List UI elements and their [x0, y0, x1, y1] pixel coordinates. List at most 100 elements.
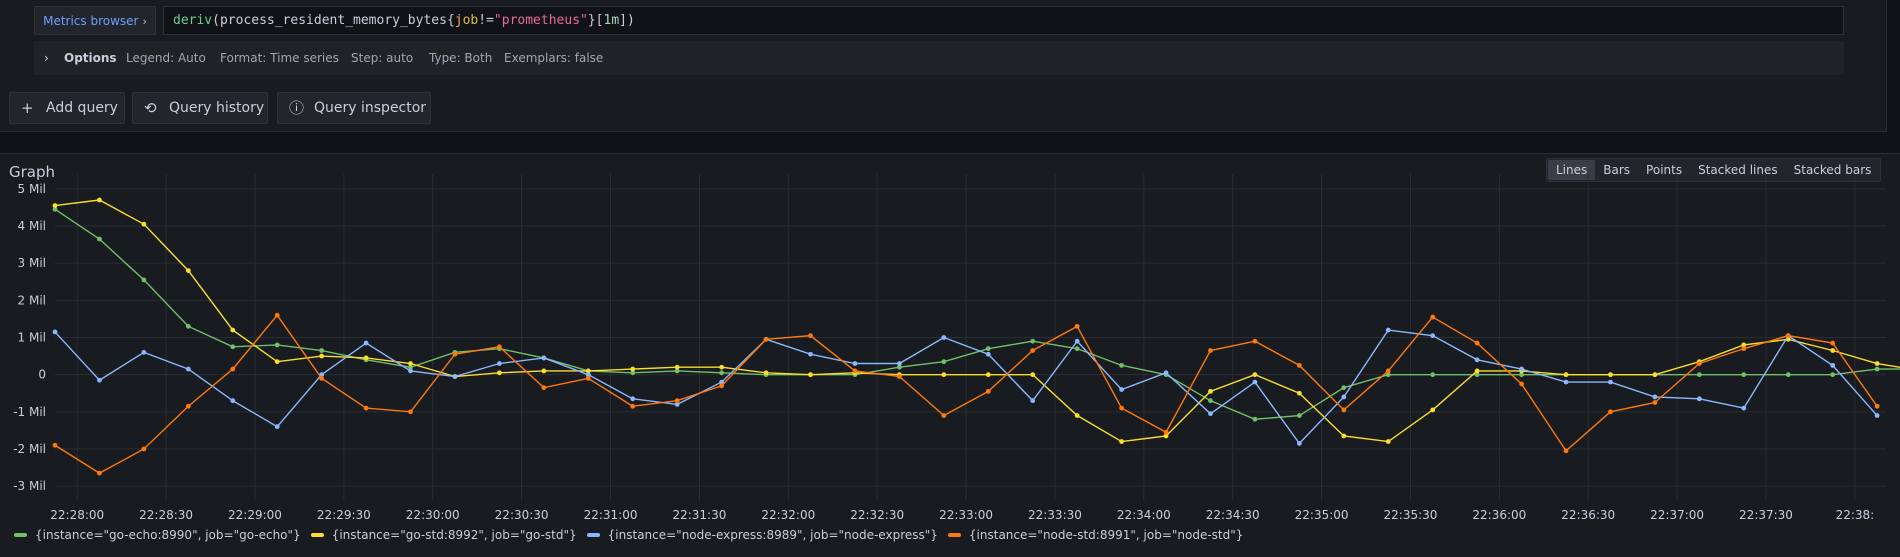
- history-icon: ⟲: [144, 99, 157, 117]
- data-point: [497, 361, 502, 366]
- data-point: [141, 446, 147, 452]
- query-history-button[interactable]: ⟲ Query history: [132, 92, 268, 124]
- y-tick-label: 0: [38, 368, 46, 382]
- data-point: [1163, 429, 1169, 435]
- data-point: [141, 277, 147, 283]
- legend-swatch: [14, 533, 27, 537]
- time-series-chart[interactable]: 5 Mil 4 Mil 3 Mil 2 Mil 1 Mil 0 -1 Mil -2 Mil -3…: [0, 154, 1900, 524]
- data-point: [630, 403, 636, 409]
- legend-swatch: [947, 533, 961, 537]
- data-point: [1652, 394, 1658, 400]
- data-point: [363, 340, 369, 346]
- data-point: [1208, 348, 1213, 353]
- legend-item[interactable]: {instance="go-echo:8990", job="go-echo"}: [14, 528, 301, 542]
- query-inspector-button[interactable]: ⓘ Query inspector: [277, 92, 431, 124]
- data-point: [1296, 390, 1302, 396]
- data-point: [1741, 346, 1747, 352]
- data-point: [1252, 416, 1258, 422]
- x-tick-label: 22:36:00: [1472, 508, 1526, 522]
- add-query-button[interactable]: + Add query: [9, 92, 125, 124]
- data-point: [585, 375, 591, 381]
- query-options-row[interactable]: › Options Legend: Auto Format: Time seri…: [34, 41, 1844, 75]
- query-token: !=: [478, 13, 494, 28]
- query-token: deriv: [173, 13, 213, 28]
- query-input[interactable]: deriv(process_resident_memory_bytes{job!…: [163, 6, 1844, 35]
- data-point: [1741, 405, 1747, 411]
- data-point: [1163, 370, 1169, 376]
- options-title: Options: [64, 51, 117, 65]
- data-point: [1341, 433, 1347, 439]
- data-point: [1830, 340, 1836, 346]
- data-point: [719, 370, 725, 376]
- legend-item[interactable]: {instance="node-express:8989", job="node…: [586, 528, 938, 542]
- view-option-bars[interactable]: Bars: [1603, 163, 1631, 177]
- data-point: [1074, 346, 1080, 352]
- data-point: [985, 372, 991, 378]
- y-tick-label: 3 Mil: [18, 256, 46, 270]
- graph-view-selector: Lines Bars Points Stacked lines Stacked …: [1546, 158, 1882, 182]
- data-point: [230, 366, 236, 372]
- data-point: [1608, 379, 1613, 385]
- data-point: [1741, 372, 1747, 378]
- data-point: [630, 370, 636, 376]
- data-point: [763, 336, 769, 342]
- y-tick-label: 4 Mil: [18, 219, 46, 233]
- data-point: [97, 236, 102, 242]
- legend-item[interactable]: {instance="go-std:8992", job="go-std"}: [310, 528, 577, 542]
- data-point: [1341, 394, 1347, 400]
- data-point: [585, 368, 591, 374]
- data-point: [1741, 342, 1747, 348]
- data-point: [1119, 439, 1125, 444]
- option-legend: Legend: Auto: [126, 51, 206, 65]
- series-line: [54, 329, 1878, 445]
- view-option-stacked-bars[interactable]: Stacked bars: [1793, 163, 1872, 177]
- data-point: [1385, 327, 1391, 333]
- data-point: [1830, 362, 1836, 368]
- x-tick-label: 22:37:30: [1739, 508, 1793, 522]
- data-point: [185, 323, 191, 329]
- data-point: [941, 413, 947, 418]
- data-point: [1119, 387, 1125, 392]
- data-point: [896, 374, 902, 379]
- data-point: [1608, 409, 1613, 415]
- data-point: [1519, 372, 1524, 378]
- data-point: [1652, 372, 1658, 378]
- data-point: [985, 388, 991, 394]
- data-point: [1030, 372, 1036, 378]
- data-point: [141, 221, 147, 227]
- data-point: [319, 353, 325, 359]
- data-point: [1163, 433, 1169, 439]
- x-tick-label: 22:35:30: [1384, 508, 1438, 522]
- data-point: [1830, 348, 1836, 353]
- data-point: [1874, 361, 1880, 366]
- legend-label: {instance="go-echo:8990", job="go-echo"}: [35, 528, 301, 542]
- data-point: [1652, 400, 1658, 405]
- metrics-browser-button[interactable]: Metrics browser ›: [34, 6, 156, 35]
- data-point: [1519, 366, 1524, 372]
- query-token: }[: [587, 13, 604, 28]
- view-option-lines[interactable]: Lines: [1548, 160, 1596, 180]
- data-point: [97, 470, 102, 476]
- data-point: [1341, 407, 1347, 413]
- data-point: [1385, 439, 1391, 444]
- data-point: [719, 379, 725, 385]
- data-point: [497, 344, 502, 350]
- x-tick-label: 22:31:30: [672, 508, 726, 522]
- data-point: [1430, 372, 1436, 378]
- data-point: [1474, 368, 1480, 374]
- data-point: [1296, 441, 1302, 446]
- data-point: [674, 368, 680, 374]
- data-point: [1030, 348, 1036, 353]
- data-point: [185, 403, 191, 409]
- legend-item[interactable]: {instance="node-std:8991", job="node-std…: [947, 528, 1243, 542]
- x-tick-label: 22:37:00: [1650, 508, 1704, 522]
- x-tick-label: 22:33:00: [939, 508, 993, 522]
- data-point: [319, 375, 325, 381]
- chart-legend: {instance="go-echo:8990", job="go-echo"}…: [14, 528, 1253, 542]
- view-option-points[interactable]: Points: [1646, 163, 1683, 177]
- data-point: [1519, 381, 1524, 387]
- series-line: [54, 208, 1900, 420]
- data-point: [985, 351, 991, 357]
- series-line: [54, 199, 1900, 443]
- view-option-stacked-lines[interactable]: Stacked lines: [1698, 163, 1778, 177]
